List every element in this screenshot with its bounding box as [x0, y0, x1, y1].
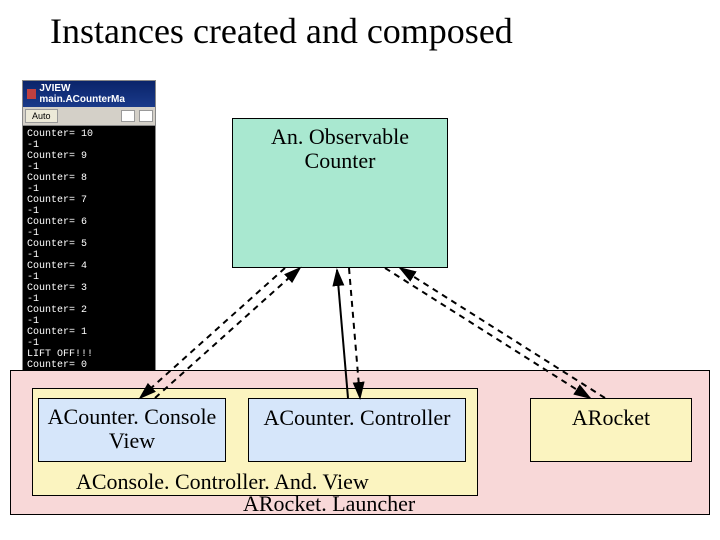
node-counter-console-view: ACounter. Console View [38, 398, 226, 462]
node-observable-counter: An. Observable Counter [232, 118, 448, 268]
toolbar-box-2[interactable] [139, 110, 153, 122]
console-titlebar: JVIEW main.ACounterMa [23, 81, 155, 107]
node-counter-controller-label: ACounter. Controller [264, 405, 451, 431]
console-toolbar: Auto [23, 107, 155, 126]
node-rocket-label: ARocket [572, 405, 650, 431]
toolbar-box-1[interactable] [121, 110, 135, 122]
node-counter-console-view-label: ACounter. Console View [48, 405, 217, 453]
node-rocket: ARocket [530, 398, 692, 462]
console-output: Counter= 10 -1 Counter= 9 -1 Counter= 8 … [23, 126, 155, 374]
page-title: Instances created and composed [50, 10, 513, 52]
node-observable-label: An. Observable Counter [271, 125, 409, 173]
container-console-controller-view-label: AConsole. Controller. And. View [76, 469, 369, 495]
node-counter-controller: ACounter. Controller [248, 398, 466, 462]
console-window-title: JVIEW main.ACounterMa [39, 83, 151, 105]
app-icon [27, 89, 36, 99]
auto-button[interactable]: Auto [25, 109, 58, 123]
console-window: JVIEW main.ACounterMa Auto Counter= 10 -… [22, 80, 156, 375]
